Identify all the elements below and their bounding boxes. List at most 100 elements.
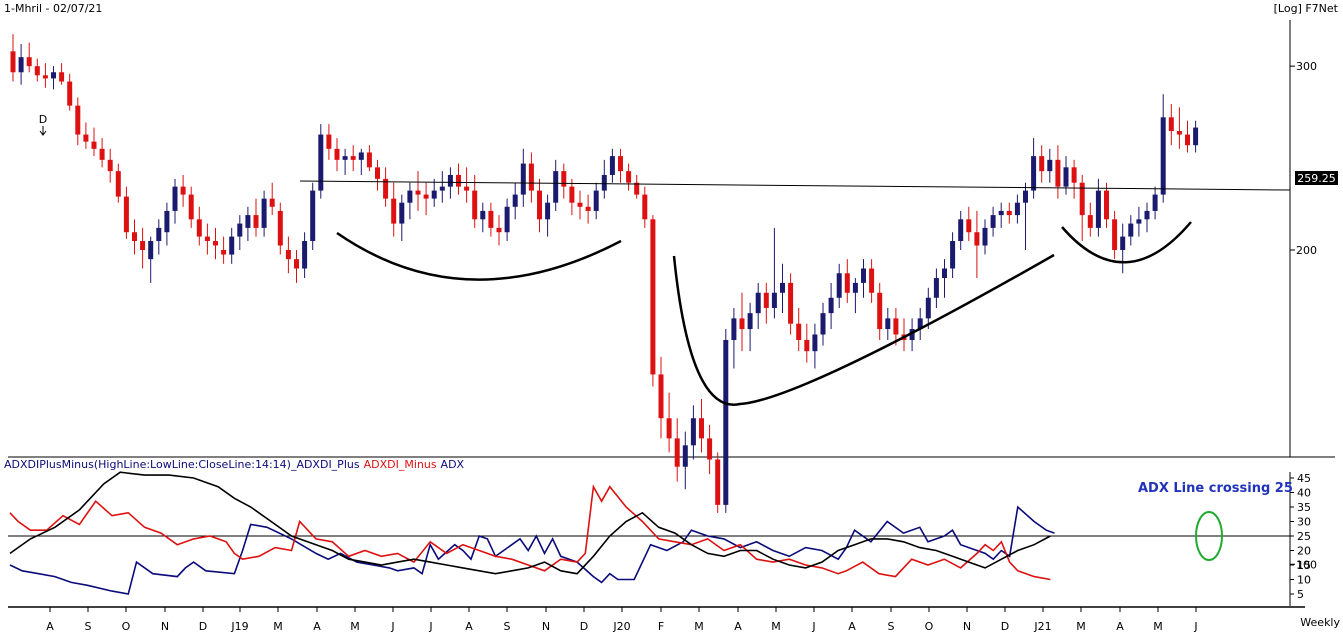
candle xyxy=(869,259,875,303)
candle xyxy=(577,190,583,220)
candle-body xyxy=(917,318,923,330)
neckline-resistance xyxy=(299,180,1291,191)
legend-adx: ADX xyxy=(441,458,465,471)
time-tick-label: J xyxy=(811,620,815,633)
candle-body xyxy=(763,292,769,308)
candle-body xyxy=(480,210,486,220)
candle xyxy=(164,202,170,246)
candle xyxy=(763,282,769,324)
candle xyxy=(318,124,324,199)
candle xyxy=(156,219,162,255)
indicator-tick-label: 35 xyxy=(1297,501,1311,514)
candle-body xyxy=(99,148,105,160)
candle-body xyxy=(237,223,243,237)
candle-body xyxy=(1136,219,1142,224)
candle-body xyxy=(804,339,810,352)
indicator-tick-label: 30 xyxy=(1297,516,1311,529)
candle xyxy=(690,405,696,460)
candle xyxy=(528,152,534,203)
candle xyxy=(666,392,672,453)
candle xyxy=(1006,202,1012,224)
candle xyxy=(51,66,56,90)
adx-annotation-text: ADX Line crossing 25 xyxy=(1138,481,1293,496)
time-tick-label: S xyxy=(504,620,511,633)
candle-body xyxy=(261,198,267,228)
candle-body xyxy=(820,313,826,335)
candle xyxy=(699,398,704,453)
candle xyxy=(893,307,899,346)
candle xyxy=(990,206,996,237)
candle-body xyxy=(456,174,461,187)
candle xyxy=(423,182,429,216)
candle-body xyxy=(609,156,615,175)
time-tick-label: N xyxy=(963,620,971,633)
candle xyxy=(553,159,559,211)
time-tick-label: M xyxy=(1153,620,1163,633)
candle-body xyxy=(512,194,518,207)
candle-body xyxy=(496,227,502,233)
candle-body xyxy=(893,318,899,335)
candle-body xyxy=(869,268,875,293)
candle xyxy=(634,174,640,199)
candle xyxy=(285,236,291,274)
candle-body xyxy=(634,182,640,195)
candle-body xyxy=(836,273,842,298)
candle xyxy=(512,182,518,220)
candle-body xyxy=(561,171,567,187)
candle-body xyxy=(504,206,510,233)
candle xyxy=(917,307,923,340)
candle xyxy=(755,282,761,330)
candle xyxy=(828,282,834,330)
candle-body xyxy=(107,159,113,172)
candle xyxy=(1055,145,1061,199)
candle-body xyxy=(439,186,445,191)
candle xyxy=(294,250,299,283)
time-tick-label: F xyxy=(658,620,664,633)
candle xyxy=(1120,223,1126,274)
candle-body xyxy=(642,194,648,220)
time-tick-label: M xyxy=(694,620,704,633)
candle xyxy=(1014,194,1020,224)
candle xyxy=(1176,107,1182,149)
candle-body xyxy=(877,292,883,330)
candle xyxy=(820,302,826,346)
candle-body xyxy=(1079,182,1085,216)
candle xyxy=(545,194,551,237)
candle-body xyxy=(1160,117,1166,195)
candle-body xyxy=(933,278,939,298)
candle xyxy=(326,124,332,160)
candle xyxy=(966,206,972,242)
candle-body xyxy=(51,72,56,79)
indicator-tick-label: 45 xyxy=(1297,472,1311,485)
candle xyxy=(950,232,956,279)
candle-body xyxy=(115,171,121,197)
candle xyxy=(618,148,623,183)
candle xyxy=(715,452,721,513)
candle-body xyxy=(1039,156,1045,172)
candle-body xyxy=(618,156,623,172)
indicator-tick-label: 15 xyxy=(1297,559,1311,572)
candle xyxy=(504,198,510,242)
frequency-label: Weekly xyxy=(1300,616,1340,629)
candle-body xyxy=(464,186,470,191)
candle xyxy=(933,268,939,308)
candle xyxy=(1112,210,1118,260)
time-tick-label: J xyxy=(1193,620,1197,633)
candle xyxy=(456,163,461,195)
candle-body xyxy=(156,227,162,242)
candle xyxy=(1136,206,1142,237)
candle xyxy=(1079,174,1085,242)
candle-body xyxy=(123,196,129,233)
indicator-tick-label: 40 xyxy=(1297,487,1311,500)
candle-body xyxy=(715,459,721,505)
candle xyxy=(852,278,858,314)
candle xyxy=(982,219,988,255)
candle-body xyxy=(383,178,389,199)
candle xyxy=(391,182,397,237)
handle-arc xyxy=(1061,221,1192,264)
candle xyxy=(739,292,745,352)
event-marker-arrowhead xyxy=(39,130,47,136)
candle xyxy=(253,198,259,237)
candle xyxy=(10,34,16,82)
candle-body xyxy=(1014,202,1020,216)
